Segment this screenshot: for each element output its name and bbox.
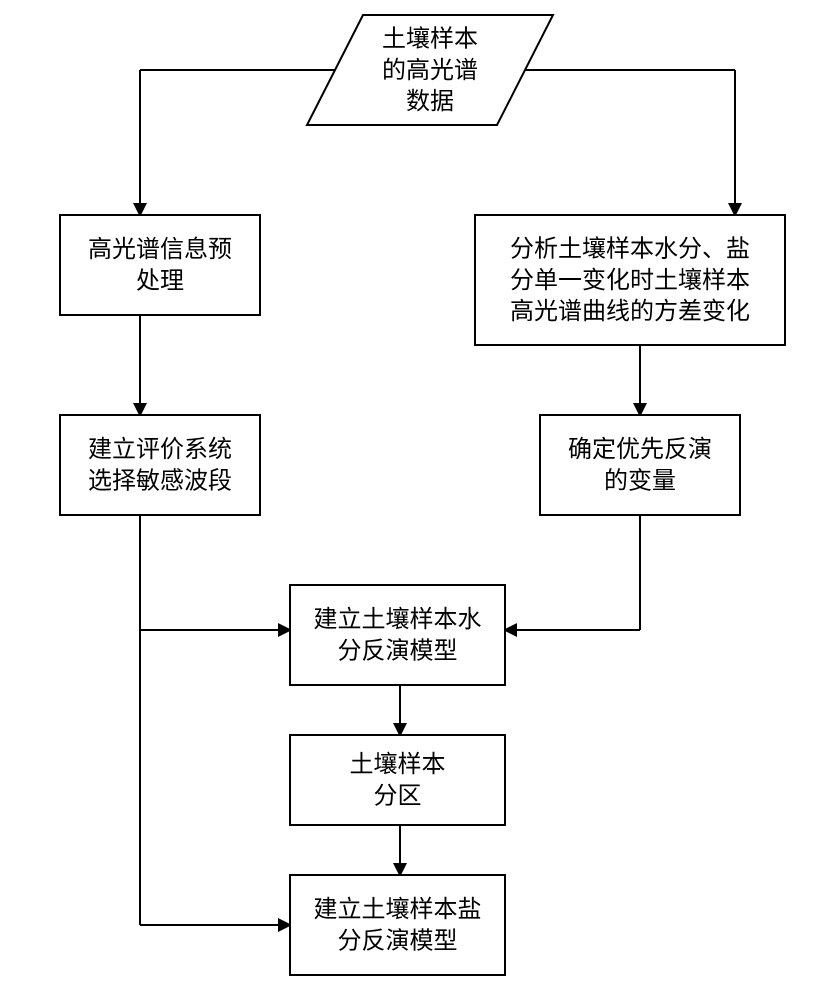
- preproc-label: 高光谱信息预: [88, 236, 232, 263]
- node-variance: 分析土壤样本水分、盐分单一变化时土壤样本高光谱曲线的方差变化: [475, 215, 785, 345]
- node-moisture: 建立土壤样本水分反演模型: [290, 585, 505, 685]
- eval-label: 选择敏感波段: [88, 467, 232, 494]
- partition-label: 分区: [374, 782, 422, 809]
- node-partition: 土壤样本分区: [290, 735, 505, 825]
- input-label: 土壤样本: [382, 26, 478, 53]
- node-preproc: 高光谱信息预处理: [60, 215, 260, 315]
- variance-label: 分单一变化时土壤样本: [510, 267, 750, 294]
- priority-label: 确定优先反演: [568, 436, 712, 463]
- eval-label: 建立评价系统: [88, 436, 232, 463]
- variance-label: 高光谱曲线的方差变化: [510, 298, 750, 325]
- input-label: 数据: [406, 88, 454, 115]
- node-eval: 建立评价系统选择敏感波段: [60, 415, 260, 515]
- input-label: 的高光谱: [382, 57, 478, 84]
- moisture-label: 建立土壤样本水: [314, 606, 482, 633]
- node-priority: 确定优先反演的变量: [540, 415, 740, 515]
- node-salinity: 建立土壤样本盐分反演模型: [290, 875, 505, 975]
- salinity-label: 分反演模型: [338, 927, 458, 954]
- salinity-label: 建立土壤样本盐: [314, 896, 482, 923]
- partition-label: 土壤样本: [350, 751, 446, 778]
- variance-label: 分析土壤样本水分、盐: [510, 236, 750, 263]
- moisture-label: 分反演模型: [338, 637, 458, 664]
- priority-label: 的变量: [604, 467, 676, 494]
- preproc-label: 处理: [136, 267, 184, 294]
- node-input: 土壤样本的高光谱数据: [307, 15, 553, 125]
